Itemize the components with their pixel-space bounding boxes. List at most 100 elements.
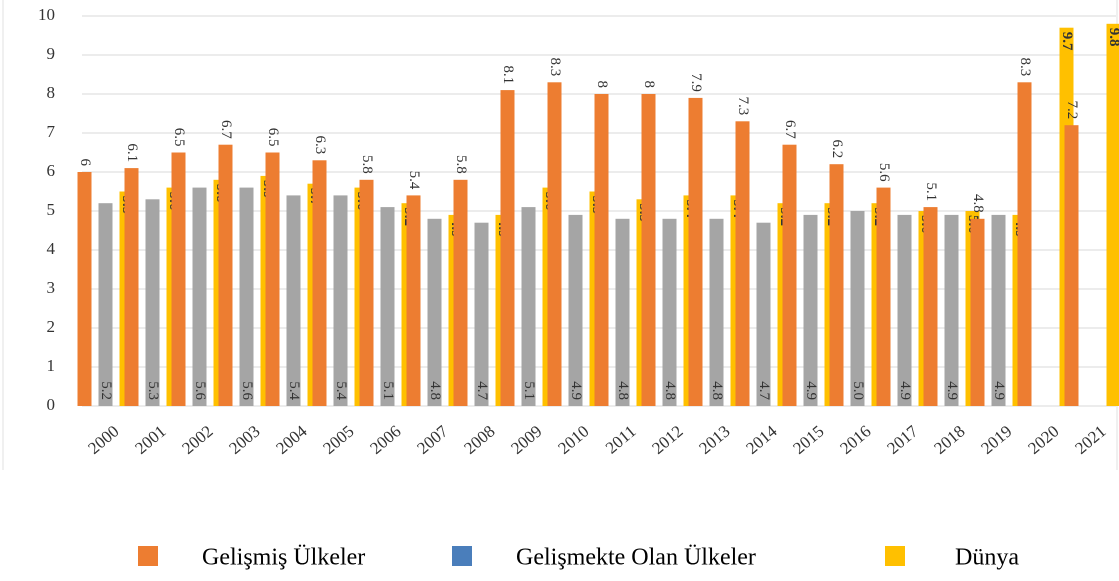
legend-swatch	[452, 546, 472, 566]
value-label: 4.9	[568, 381, 584, 400]
bar	[98, 203, 113, 406]
bar	[500, 90, 515, 406]
bar	[218, 144, 233, 406]
bar	[145, 199, 160, 406]
bar	[944, 214, 959, 406]
value-label: 4.9	[803, 381, 819, 400]
bar	[876, 187, 891, 406]
bar	[970, 218, 985, 406]
bar	[427, 218, 442, 406]
x-tick-label: 2021	[1071, 422, 1109, 458]
bar	[897, 214, 912, 406]
bar	[521, 207, 536, 406]
x-tick-label: 2011	[602, 422, 640, 458]
value-label: 7.9	[688, 73, 704, 92]
value-label: 4.8	[615, 381, 631, 400]
bar	[453, 179, 468, 406]
value-label: 6.5	[171, 128, 187, 147]
bar	[735, 121, 750, 407]
x-tick-label: 2015	[789, 422, 827, 458]
bar	[239, 187, 254, 406]
x-tick-label: 2007	[413, 421, 452, 458]
value-label: 8.1	[500, 65, 516, 84]
value-label: 4.8	[709, 381, 725, 400]
legend-swatch	[138, 546, 158, 566]
bar	[124, 168, 139, 406]
value-label: 6.7	[218, 120, 234, 139]
value-label: 5.6	[192, 381, 208, 400]
x-tick-label: 2012	[648, 422, 686, 458]
y-tick-label: 9	[47, 44, 56, 63]
x-tick-label: 2000	[84, 422, 122, 458]
value-label: 6.2	[829, 139, 845, 158]
bar	[1064, 125, 1079, 406]
value-label: 5.4	[333, 381, 349, 400]
value-label: 4.9	[944, 381, 960, 400]
value-label: 5.1	[380, 381, 396, 400]
bar	[1106, 23, 1119, 407]
y-tick-label: 4	[47, 239, 56, 258]
x-tick-label: 2003	[225, 422, 263, 458]
value-label: 5.3	[145, 381, 161, 400]
y-tick-label: 3	[47, 278, 56, 297]
y-tick-label: 8	[47, 83, 56, 102]
bar	[615, 218, 630, 406]
value-label: 4.7	[756, 381, 772, 400]
x-tick-label: 2016	[836, 422, 874, 458]
bar	[547, 82, 562, 407]
value-label: 8	[641, 81, 657, 89]
legend-label: Dünya	[955, 545, 1019, 571]
x-tick-label: 2013	[695, 422, 733, 458]
value-label: 4.9	[897, 381, 913, 400]
bar	[829, 164, 844, 406]
legend-swatch	[885, 546, 905, 566]
bar	[991, 214, 1006, 406]
bar	[380, 207, 395, 406]
value-label: 5.4	[406, 171, 422, 190]
value-label: 8.3	[1017, 58, 1033, 77]
bar	[850, 211, 865, 406]
x-tick-label: 2005	[319, 422, 357, 458]
y-tick-label: 1	[47, 356, 56, 375]
value-label: 5.1	[521, 381, 537, 400]
bar	[286, 195, 301, 406]
bar	[474, 222, 489, 406]
value-label: 4.9	[991, 381, 1007, 400]
x-tick-label: 2009	[507, 422, 545, 458]
value-label: 6.7	[782, 120, 798, 139]
value-label: 5.0	[850, 381, 866, 400]
value-label: 9.7	[1059, 32, 1075, 51]
bar	[803, 214, 818, 406]
legend-label: Gelişmiş Ülkeler	[202, 545, 365, 571]
value-label: 5.1	[923, 182, 939, 201]
y-tick-label: 7	[47, 122, 56, 141]
y-tick-label: 2	[47, 317, 56, 336]
value-label: 5.8	[359, 155, 375, 174]
value-label: 4.8	[970, 194, 986, 213]
bar	[594, 94, 609, 406]
y-tick-label: 5	[47, 200, 56, 219]
bar	[265, 152, 280, 406]
bar	[77, 172, 92, 406]
bar	[312, 160, 327, 406]
x-tick-label: 2020	[1024, 422, 1062, 458]
x-tick-label: 2017	[883, 421, 922, 458]
value-label: 6.3	[312, 136, 328, 155]
bar	[662, 218, 677, 406]
bar	[333, 195, 348, 406]
bar	[1017, 82, 1032, 407]
y-tick-label: 6	[47, 161, 56, 180]
bar	[709, 218, 724, 406]
x-tick-label: 2014	[742, 421, 781, 458]
bar	[359, 179, 374, 406]
value-label: 7.2	[1064, 100, 1080, 119]
bar	[782, 144, 797, 406]
value-label: 9.8	[1106, 28, 1119, 47]
x-tick-label: 2001	[131, 422, 169, 458]
value-label: 6.5	[265, 128, 281, 147]
bar	[192, 187, 207, 406]
bar	[641, 94, 656, 406]
value-label: 8.3	[547, 58, 563, 77]
bar	[406, 195, 421, 406]
